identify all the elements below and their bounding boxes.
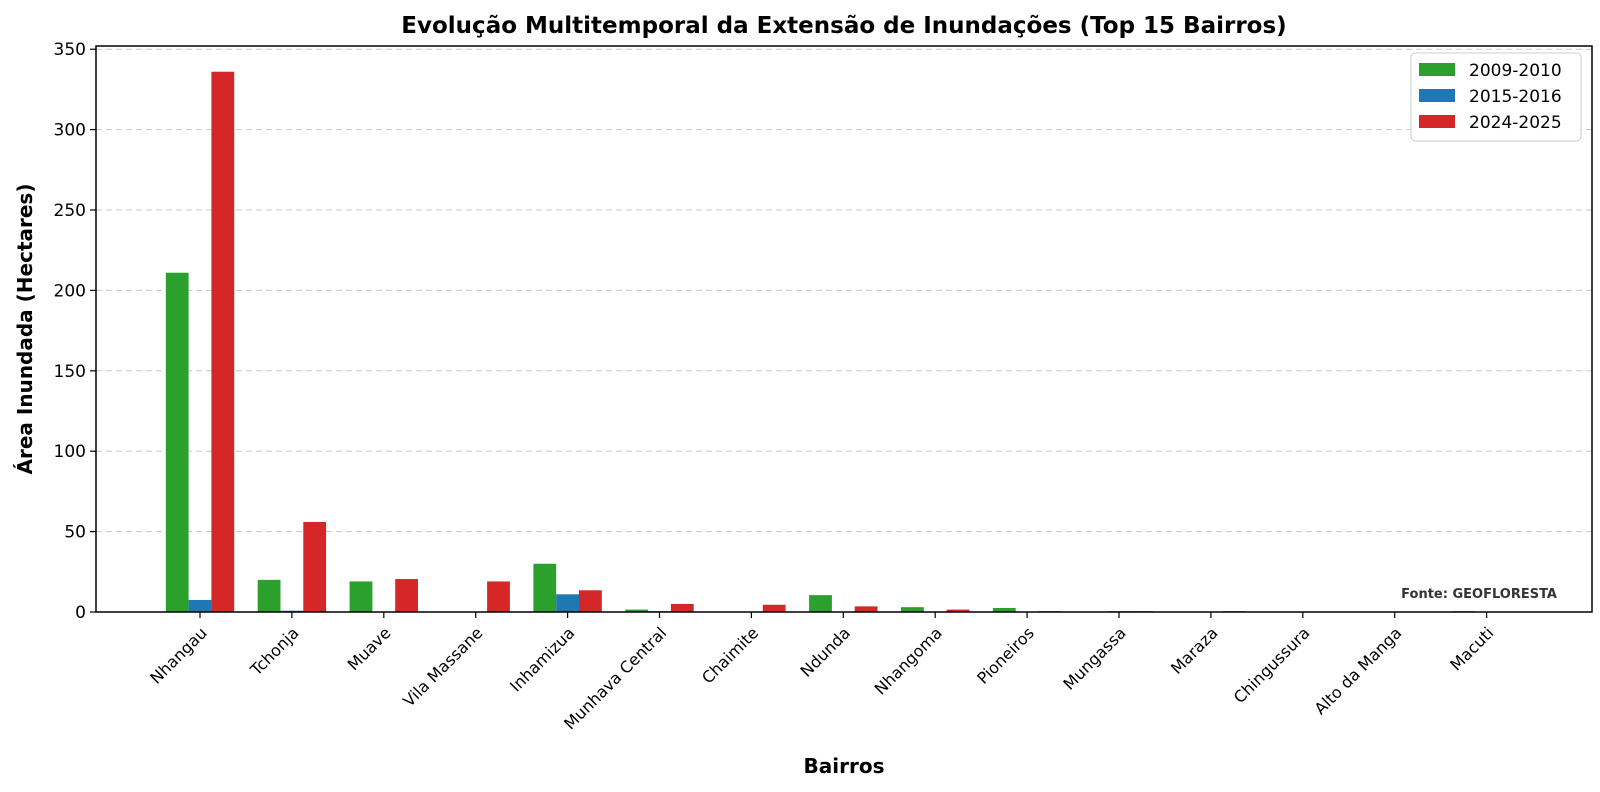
bars bbox=[165, 71, 1498, 612]
x-tick-label: Tchonja bbox=[246, 623, 303, 680]
y-tick-label: 150 bbox=[54, 362, 86, 382]
x-tick-label: Alto da Manga bbox=[1310, 623, 1405, 718]
bar-2024-2025 bbox=[946, 609, 970, 612]
bar-2024-2025 bbox=[762, 604, 786, 612]
legend-swatch bbox=[1419, 115, 1455, 128]
bar-2009-2010 bbox=[625, 609, 649, 612]
x-tick-label: Chaimite bbox=[698, 623, 762, 687]
bar-2009-2010 bbox=[165, 272, 189, 612]
bar-2024-2025 bbox=[211, 71, 235, 612]
x-axis-ticks: Nhangau Tchonja Muave Vila Massane Inhamizua… bbox=[146, 612, 1497, 733]
legend-swatch bbox=[1419, 89, 1455, 102]
legend-label: 2024-2025 bbox=[1469, 113, 1562, 133]
x-tick-label: Mungassa bbox=[1059, 623, 1129, 693]
bar-2009-2010 bbox=[533, 563, 557, 612]
legend-label: 2009-2010 bbox=[1469, 61, 1562, 81]
y-tick-label: 100 bbox=[54, 442, 86, 462]
bar-2009-2010 bbox=[257, 579, 281, 612]
y-tick-label: 350 bbox=[54, 40, 86, 60]
y-tick-label: 0 bbox=[75, 603, 86, 623]
x-tick-label: Maraza bbox=[1167, 623, 1222, 678]
bar-2009-2010 bbox=[809, 595, 832, 612]
bar-2024-2025 bbox=[487, 581, 510, 612]
bar-2024-2025 bbox=[579, 590, 602, 612]
bar-2009-2010 bbox=[349, 581, 373, 612]
y-axis-title: Área Inundada (Hectares) bbox=[13, 184, 37, 475]
source-note: Fonte: GEOFLORESTA bbox=[1401, 587, 1557, 602]
x-tick-label: Ndunda bbox=[797, 623, 855, 681]
legend-swatch bbox=[1419, 63, 1455, 76]
bar-2024-2025 bbox=[303, 521, 327, 612]
chart-title: Evolução Multitemporal da Extensão de In… bbox=[401, 13, 1286, 39]
x-axis-title: Bairros bbox=[804, 754, 885, 778]
y-tick-label: 250 bbox=[54, 201, 86, 221]
x-tick-label: Inhamizua bbox=[506, 623, 578, 695]
bar-2024-2025 bbox=[670, 603, 694, 612]
x-tick-label: Nhangoma bbox=[871, 623, 946, 698]
bar-2024-2025 bbox=[395, 579, 418, 612]
y-tick-label: 300 bbox=[54, 121, 86, 141]
bar-2015-2016 bbox=[556, 594, 579, 612]
x-tick-label: Muave bbox=[344, 623, 395, 674]
x-tick-label: Vila Massane bbox=[399, 623, 486, 710]
plot-frame bbox=[95, 45, 1593, 613]
x-tick-label: Nhangau bbox=[146, 623, 210, 687]
x-tick-label: Macuti bbox=[1446, 623, 1497, 674]
x-tick-label: Chingussura bbox=[1230, 623, 1314, 707]
y-axis-ticks: 0 50 100 150 200 250 300 350 bbox=[54, 40, 96, 623]
y-tick-label: 50 bbox=[64, 523, 86, 543]
bar-2009-2010 bbox=[992, 607, 1016, 612]
legend-label: 2015-2016 bbox=[1469, 87, 1562, 107]
y-tick-label: 200 bbox=[54, 281, 86, 301]
x-tick-label: Munhava Central bbox=[560, 623, 670, 733]
legend: 2009-2010 2015-2016 2024-2025 bbox=[1410, 52, 1582, 142]
x-tick-label: Pioneiros bbox=[973, 623, 1038, 688]
bar-2009-2010 bbox=[901, 607, 924, 612]
bar-2015-2016 bbox=[188, 599, 212, 612]
bar-2024-2025 bbox=[854, 606, 878, 612]
